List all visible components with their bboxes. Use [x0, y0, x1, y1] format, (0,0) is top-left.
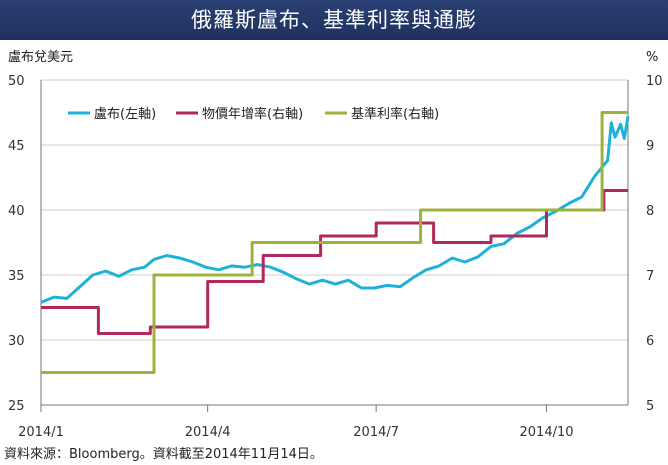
x-tick-label: 2014/1	[18, 425, 64, 440]
axes: 25 30 35 40 45 50 5 6 7 8 9 10 2014/1 2014/4 2014/7 201…	[8, 50, 663, 440]
y-tick-label-right: 6	[646, 334, 654, 349]
series-lines	[40, 111, 630, 374]
x-tick-label: 2014/4	[185, 425, 231, 440]
chart-canvas: 25 30 35 40 45 50 5 6 7 8 9 10 2014/1 2014/4 2014/7 201…	[8, 50, 663, 440]
legend-label-1: 物價年增率(右軸)	[202, 106, 303, 122]
y-tick-label-right: 9	[646, 139, 654, 154]
legend: 盧布(左軸) 物價年增率(右軸) 基準利率(右軸)	[68, 106, 439, 122]
y-tick-label-right: 8	[646, 204, 654, 219]
source-note: 資料來源：Bloomberg。資料截至2014年11月14日。	[4, 447, 323, 462]
x-tick-label: 2014/10	[520, 425, 574, 440]
y-tick-label-left: 45	[8, 139, 25, 154]
y-tick-label-right: 5	[646, 399, 654, 414]
grid	[41, 79, 628, 341]
series-line-1	[41, 189, 628, 335]
y-tick-label-left: 40	[8, 204, 25, 219]
y-tick-label-left: 25	[8, 399, 25, 414]
legend-label-2: 基準利率(右軸)	[351, 106, 439, 122]
y-tick-label-right: 10	[646, 74, 663, 89]
y-tick-label-right: 7	[646, 269, 654, 284]
left-axis-label: 盧布兌美元	[8, 50, 73, 65]
y-tick-label-left: 50	[8, 74, 25, 89]
y-tick-label-left: 30	[8, 334, 25, 349]
series-line-0	[40, 116, 630, 304]
series-line-2	[41, 111, 628, 374]
right-axis-label: %	[646, 50, 658, 65]
legend-label-0: 盧布(左軸)	[94, 107, 156, 122]
chart-title: 俄羅斯盧布、基準利率與通膨	[0, 0, 668, 40]
y-tick-label-left: 35	[8, 269, 25, 284]
x-tick-label: 2014/7	[353, 425, 399, 440]
